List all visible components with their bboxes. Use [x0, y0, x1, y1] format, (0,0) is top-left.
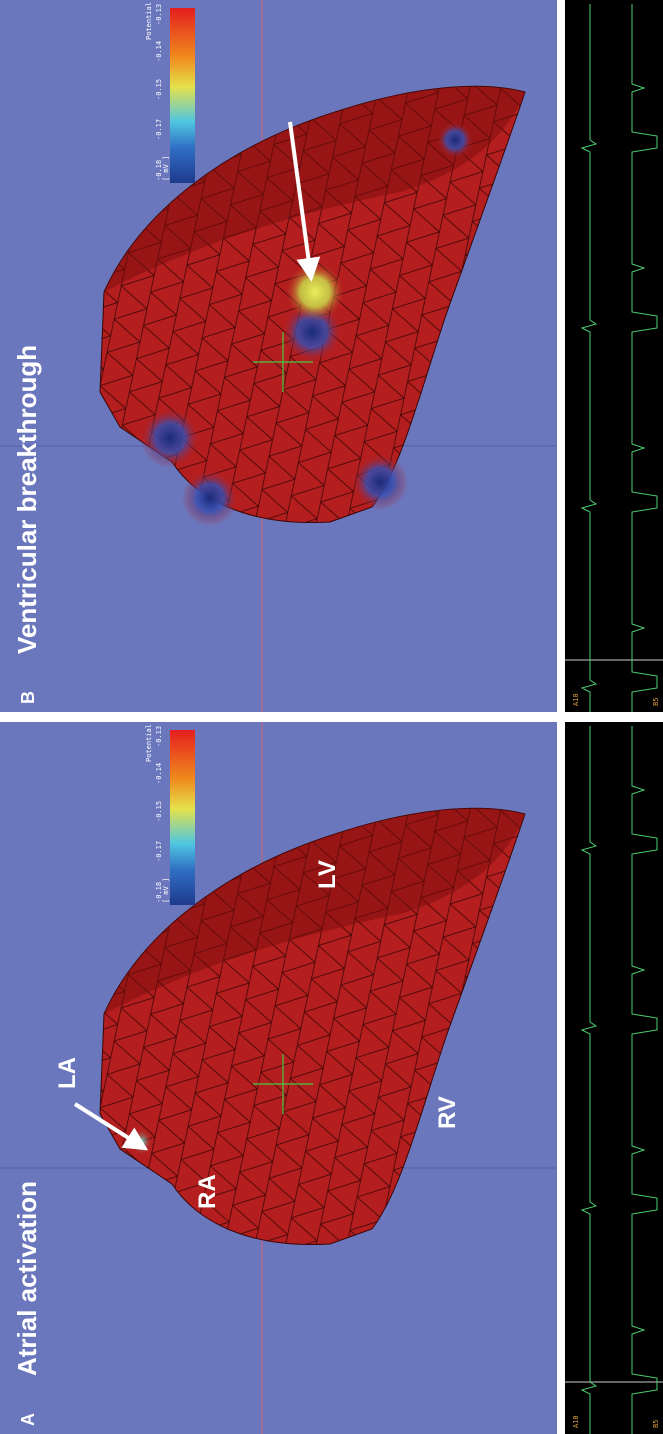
ecg-trace	[631, 4, 658, 712]
region-label: LV	[314, 860, 341, 889]
colorbar-unit: [ mV ]	[162, 878, 170, 903]
region-label: RA	[194, 1174, 221, 1209]
ecg-trace	[580, 4, 598, 712]
region-label: RV	[434, 1096, 461, 1129]
panel: LA RA LV RV A Atrial activation Potential -0.13…	[0, 722, 663, 1434]
heart-shading	[104, 86, 525, 292]
panel: B Ventricular breakthrough Potential -0.13 -…	[0, 0, 663, 712]
trace-background	[565, 0, 663, 712]
trace-label: A10	[572, 693, 580, 706]
trace-background	[565, 722, 663, 1434]
activation-spot	[352, 454, 408, 510]
arrow	[288, 121, 321, 282]
trace-label: B5	[652, 698, 660, 706]
colorbar-title: Potential	[145, 2, 153, 40]
colorbar-tick-label: -0.18	[155, 160, 163, 181]
panel-title: Atrial activation	[12, 1181, 42, 1376]
colorbar	[170, 730, 195, 905]
ecg-trace	[580, 726, 598, 1434]
colorbar-unit: [ mV ]	[162, 156, 170, 181]
ecg-trace	[631, 726, 658, 1434]
colorbar-tick-label: -0.17	[155, 119, 163, 140]
colorbar-tick-label: -0.17	[155, 841, 163, 862]
colorbar-tick-label: -0.15	[155, 79, 163, 100]
panel-title: Ventricular breakthrough	[12, 345, 42, 654]
colorbar-tick-label: -0.13	[155, 4, 163, 25]
activation-spot	[285, 262, 345, 322]
colorbar-title: Potential	[145, 724, 153, 762]
colorbar-tick-label: -0.15	[155, 801, 163, 822]
region-label: LA	[54, 1057, 81, 1089]
panel-label: A	[18, 1413, 38, 1426]
colorbar-tick-label: -0.14	[155, 41, 163, 62]
arrow	[73, 1102, 149, 1151]
trace-label: A10	[572, 1415, 580, 1428]
heart-shading	[104, 808, 525, 1014]
colorbar-tick-label: -0.14	[155, 763, 163, 784]
colorbar-tick-label: -0.18	[155, 882, 163, 903]
activation-spot	[437, 122, 473, 158]
colorbar-tick-label: -0.13	[155, 726, 163, 747]
activation-spot	[140, 408, 200, 468]
panel-label: B	[18, 691, 38, 704]
colorbar	[170, 8, 195, 183]
trace-label: B5	[652, 1420, 660, 1428]
activation-spot	[182, 470, 238, 526]
